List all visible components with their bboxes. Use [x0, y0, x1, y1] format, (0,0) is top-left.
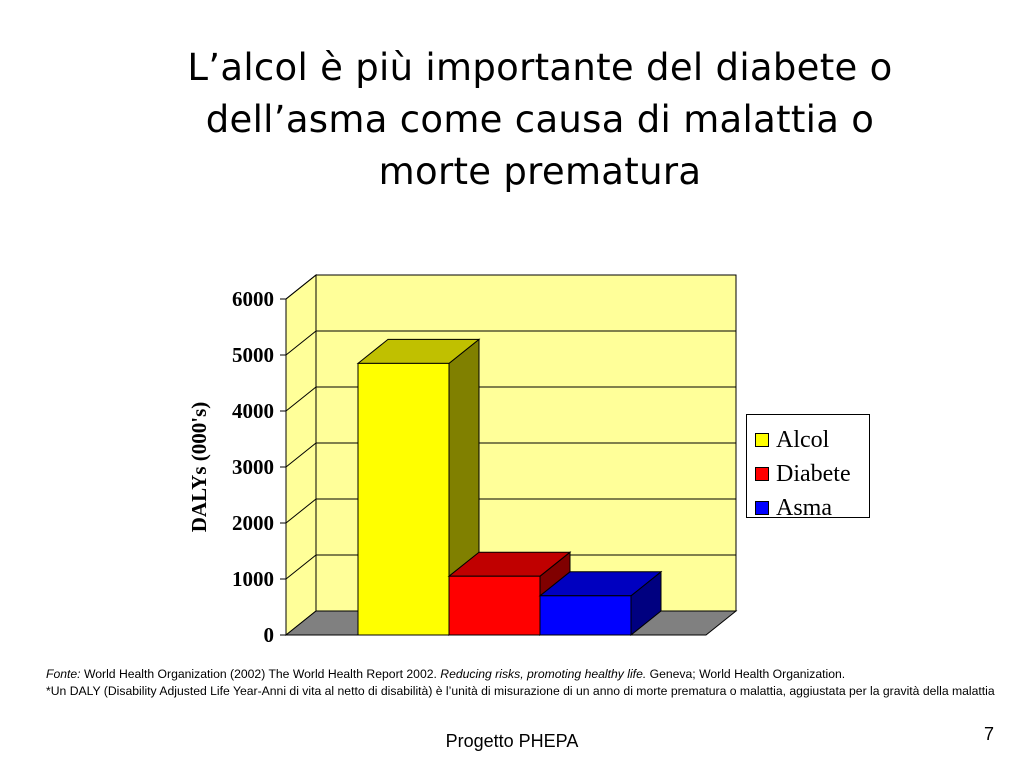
y-tick-label: 3000: [232, 455, 274, 479]
source-text-1: World Health Organization (2002) The Wor…: [80, 667, 441, 681]
y-tick-label: 1000: [232, 567, 274, 591]
gridline: [285, 498, 736, 524]
gridline: [285, 274, 736, 300]
y-axis: 0 1000 2000 3000 4000 5000 6000: [232, 287, 706, 647]
source-text-2: Geneva; World Health Organization.: [646, 667, 846, 681]
y-tick-label: 6000: [232, 287, 274, 311]
bar-front: [357, 362, 450, 636]
legend-swatch-alcol: [755, 433, 769, 447]
bar-asma: [538, 570, 663, 637]
title-line-2: dell’asma come causa di malattia o: [205, 98, 875, 141]
chart-bars: [356, 338, 663, 637]
chart-gridlines: [285, 274, 736, 580]
y-tick-label: 0: [264, 623, 275, 647]
y-axis-label: DALYs (000's): [187, 402, 211, 533]
legend-label-alcol: Alcol: [776, 426, 830, 453]
footer-text: Progetto PHEPA: [445, 731, 579, 751]
title-line-3: morte prematura: [378, 150, 702, 193]
gridline: [285, 554, 736, 580]
legend-swatch-diabete: [755, 467, 769, 481]
legend-item-asma: Asma: [755, 491, 869, 525]
source-fonte-label: Fonte:: [46, 667, 81, 681]
page-number: 7: [984, 724, 995, 744]
title-line-1: L’alcol è più importante del diabete o: [187, 46, 893, 89]
legend-item-alcol: Alcol: [755, 423, 869, 457]
y-tick-label: 5000: [232, 343, 274, 367]
source-italic-title: Reducing risks, promoting healthy life.: [440, 667, 647, 681]
y-tick-label: 2000: [232, 511, 274, 535]
source-note: Fonte: World Health Organization (2002) …: [46, 666, 996, 700]
gridline: [285, 442, 736, 468]
bar-front: [448, 575, 541, 636]
bar-front: [539, 595, 632, 636]
legend-swatch-asma: [755, 501, 769, 515]
legend-item-diabete: Diabete: [755, 457, 869, 491]
source-citation: Fonte: World Health Organization (2002) …: [46, 666, 996, 683]
legend-label-asma: Asma: [776, 494, 832, 521]
chart-legend: Alcol Diabete Asma: [746, 414, 870, 521]
legend-label-diabete: Diabete: [776, 460, 851, 487]
daly-definition-note: *Un DALY (Disability Adjusted Life Year-…: [46, 684, 995, 698]
gridline: [285, 386, 736, 412]
gridline: [285, 330, 736, 356]
slide-title: L’alcol è più importante del diabete o d…: [80, 42, 1000, 198]
y-tick-label: 4000: [232, 399, 274, 423]
